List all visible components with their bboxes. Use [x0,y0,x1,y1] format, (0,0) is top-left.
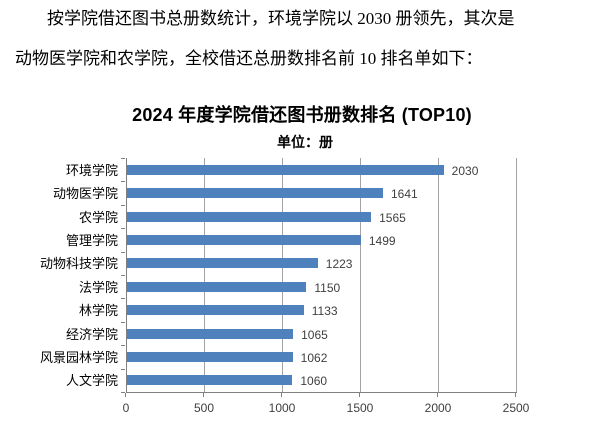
bar-value-label: 1641 [390,187,418,202]
x-tick-label: 1000 [268,401,296,415]
chart-unit-label: 单位：册 [277,134,333,150]
bar [127,211,372,222]
category-label: 管理学院 [65,232,118,248]
x-axis-tick [203,393,204,397]
category-label: 动物科技学院 [39,256,118,272]
chart-title: 2024 年度学院借还图书册数排名 (TOP10) [132,105,472,125]
bar [127,305,304,316]
bar-value-label: 2030 [451,163,479,178]
y-axis-tick [121,369,125,370]
bar [127,258,318,269]
bar-value-label: 1499 [368,233,396,248]
bar [127,234,361,245]
x-tick-label: 2000 [424,401,452,415]
y-axis-tick [121,298,125,299]
bar [127,351,293,362]
category-label: 动物医学院 [52,186,118,202]
y-axis-tick [121,392,125,393]
category-label: 农学院 [78,209,118,225]
category-label: 经济学院 [65,326,118,342]
intro-paragraph-line-2: 动物医学院和农学院，全校借还总册数排名前 10 排名单如下： [15,49,483,68]
x-axis-tick [281,393,282,397]
x-tick-label: 500 [193,401,215,415]
y-axis-tick [121,322,125,323]
bar-value-label: 1223 [325,257,353,272]
category-label: 法学院 [78,279,118,295]
gridline [360,158,361,392]
y-axis-tick [121,252,125,253]
bar [127,375,293,386]
y-axis-tick [121,228,125,229]
bar [127,281,307,292]
y-axis-tick [121,181,125,182]
y-axis-tick [121,275,125,276]
gridline [282,158,283,392]
category-label: 人文学院 [65,373,118,389]
x-axis-tick [515,393,516,397]
bar-value-label: 1065 [301,327,328,342]
y-axis-tick [121,158,125,159]
bar-value-label: 1150 [314,280,341,295]
x-axis-tick [359,393,360,397]
x-tick-label: 2500 [502,401,530,415]
category-label: 林学院 [78,303,118,319]
bar [127,164,444,175]
bar-value-label: 1062 [300,350,328,365]
x-tick-label: 0 [122,401,130,415]
bar-value-label: 1565 [379,210,406,225]
x-axis-tick [125,393,126,397]
y-axis-tick [121,345,125,346]
category-label: 环境学院 [65,162,118,178]
y-axis-tick [121,205,125,206]
x-tick-label: 1500 [346,401,374,415]
gridline [438,158,439,392]
bar [127,328,294,339]
bar-value-label: 1133 [311,304,338,319]
bar-value-label: 1060 [300,374,328,389]
gridline [204,158,205,392]
intro-paragraph-line-1: 按学院借还图书总册数统计，环境学院以 2030 册领先，其次是 [47,9,515,28]
bar-chart-plot-area: 2030 1641 1565 1499 1223 1150 1133 1065 1062 1060 [126,158,517,393]
bar [127,188,383,199]
category-label: 风景园林学院 [39,349,118,365]
gridline [516,158,517,392]
x-axis-tick [437,393,438,397]
